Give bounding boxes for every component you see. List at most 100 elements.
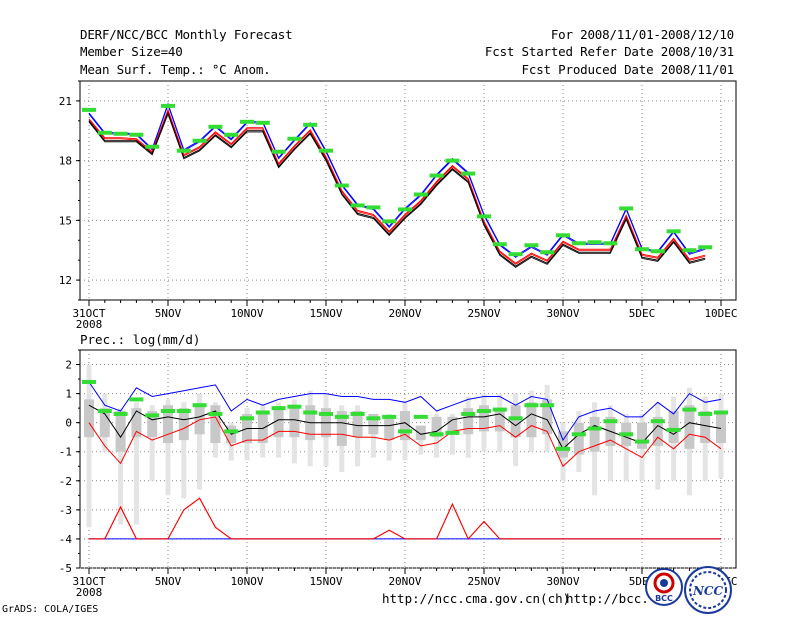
range-box (84, 399, 94, 438)
ensemble-marker (398, 207, 412, 212)
variable-label: Mean Surf. Temp.: °C Anom. (80, 62, 271, 77)
range-box (384, 416, 395, 441)
ensemble-marker (319, 148, 333, 153)
range-whisker (370, 413, 376, 458)
range-whisker (86, 364, 92, 528)
range-whisker (149, 405, 155, 481)
y-tick-label: 15 (59, 214, 72, 227)
range-box (526, 402, 537, 438)
range-box (652, 416, 663, 446)
range-box (400, 411, 410, 441)
ensemble-marker (571, 241, 586, 246)
ensemble-marker (82, 379, 96, 384)
ensemble-marker (524, 403, 539, 408)
ensemble-marker (82, 107, 96, 112)
ensemble-marker (208, 124, 223, 129)
series-minimum-line (89, 497, 721, 540)
x-year-label: 2008 (76, 586, 103, 599)
ensemble-marker (97, 130, 112, 135)
range-box (510, 405, 521, 438)
series-mean-line (88, 111, 706, 267)
ensemble-marker (492, 242, 507, 247)
y-tick-label: -2 (59, 475, 72, 488)
forecast-period: For 2008/11/01-2008/12/10 (550, 27, 734, 42)
url-bcc[interactable]: http://bcc.cma.gov.cn (566, 591, 646, 606)
y-tick-label: -3 (59, 504, 72, 517)
x-tick-label: 10NOV (230, 307, 263, 320)
series-lower-line (88, 416, 722, 468)
range-box (700, 411, 711, 444)
x-tick-label: 20NOV (388, 575, 421, 588)
range-box (336, 411, 347, 446)
range-whisker (655, 402, 661, 490)
ensemble-marker (129, 132, 144, 137)
ensemble-marker (556, 446, 570, 451)
ensemble-marker (303, 122, 318, 127)
ensemble-marker (413, 414, 428, 419)
ensemble-marker (350, 411, 365, 416)
x-tick-label: 30NOV (546, 307, 579, 320)
range-box (463, 408, 474, 435)
ensemble-marker (192, 403, 207, 408)
x-tick-label: 30NOV (546, 575, 579, 588)
ensemble-marker (176, 148, 191, 153)
ensemble-marker (556, 233, 570, 238)
ensemble-marker (714, 410, 728, 415)
ensemble-marker (287, 136, 302, 141)
x-tick-label: 25NOV (467, 575, 500, 588)
ensemble-marker (303, 410, 318, 415)
x-tick-label: 15NOV (309, 575, 342, 588)
ensemble-marker (635, 247, 649, 252)
ensemble-marker (398, 429, 412, 434)
ensemble-marker (587, 240, 602, 245)
member-size-label: Member Size=40 (80, 44, 183, 59)
ensemble-marker (477, 214, 491, 219)
range-box (415, 425, 426, 441)
range-box (447, 416, 458, 435)
x-tick-label: 5NOV (155, 307, 182, 320)
ensemble-marker (255, 410, 270, 415)
range-whisker (418, 425, 424, 455)
ensemble-marker (224, 429, 239, 434)
ensemble-marker (113, 131, 128, 136)
range-whisker (623, 413, 629, 481)
panel-title: Prec.: log(mm/d) (80, 332, 200, 347)
range-box (479, 405, 489, 432)
ensemble-marker (429, 432, 444, 437)
range-box (163, 405, 173, 444)
ensemble-marker (508, 416, 523, 421)
range-whisker (133, 402, 139, 525)
ensemble-marker (271, 149, 286, 154)
chart-title: DERF/NCC/BCC Monthly Forecast (80, 27, 293, 42)
range-box (352, 411, 363, 438)
y-tick-label: 1 (65, 388, 72, 401)
url-ncc[interactable]: http://ncc.cma.gov.cn(ch) (382, 591, 571, 606)
ncc-logo-text: NCC (692, 584, 724, 598)
range-box (558, 431, 568, 458)
ensemble-marker (271, 406, 286, 411)
ensemble-marker (429, 173, 444, 178)
x-tick-label: 10NOV (230, 575, 263, 588)
ensemble-marker (682, 407, 697, 412)
refer-date: Fcst Started Refer Date 2008/10/31 (484, 44, 734, 59)
ensemble-marker (698, 245, 713, 250)
ensemble-marker (176, 409, 191, 414)
ensemble-marker (319, 411, 333, 416)
ensemble-marker (224, 132, 239, 137)
ensemble-marker (587, 426, 602, 431)
y-tick-label: 18 (59, 155, 72, 168)
range-box (178, 408, 189, 441)
ensemble-marker (145, 144, 160, 149)
ensemble-marker (666, 229, 681, 234)
ensemble-marker (461, 411, 476, 416)
ensemble-marker (113, 411, 128, 416)
software-credit: GrADS: COLA/IGES (2, 604, 99, 615)
ensemble-marker (619, 432, 634, 437)
ensemble-marker (366, 205, 381, 210)
x-tick-label: 31OCT (72, 575, 105, 588)
x-tick-label: 5DEC (629, 307, 656, 320)
x-tick-label: 5NOV (155, 575, 182, 588)
y-tick-label: 21 (59, 95, 72, 108)
ensemble-marker (382, 414, 397, 419)
y-tick-label: -1 (59, 446, 72, 459)
